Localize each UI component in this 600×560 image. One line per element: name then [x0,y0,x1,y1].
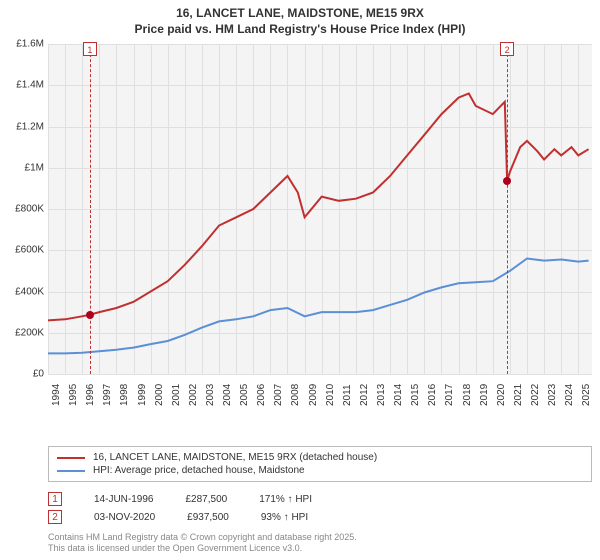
x-tick-label: 2005 [239,384,250,406]
y-tick-label: £1.2M [0,121,44,132]
x-tick-label: 2002 [188,384,199,406]
x-tick-label: 1998 [119,384,130,406]
y-tick-label: £400K [0,286,44,297]
x-tick-label: 2019 [479,384,490,406]
x-tick-label: 2010 [325,384,336,406]
y-tick-label: £0 [0,369,44,380]
y-tick-label: £200K [0,327,44,338]
event-badge-2: 2 [500,42,514,56]
x-tick-label: 1997 [102,384,113,406]
legend-swatch-2 [57,470,85,472]
x-tick-label: 2022 [530,384,541,406]
event-marker-1 [86,311,94,319]
x-tick-label: 2003 [205,384,216,406]
footer-line-1: Contains HM Land Registry data © Crown c… [48,532,357,543]
x-tick-label: 2006 [256,384,267,406]
event-delta-1: 171% ↑ HPI [259,494,312,505]
line-series [48,44,592,374]
x-tick-label: 2009 [308,384,319,406]
event-marker-2 [503,177,511,185]
legend: 16, LANCET LANE, MAIDSTONE, ME15 9RX (de… [48,446,592,482]
events-table: 1 14-JUN-1996 £287,500 171% ↑ HPI 2 03-N… [48,490,312,526]
event-badge-1: 1 [83,42,97,56]
title-block: 16, LANCET LANE, MAIDSTONE, ME15 9RX Pri… [0,0,600,37]
x-tick-label: 2012 [359,384,370,406]
y-tick-label: £1M [0,162,44,173]
event-date-2: 03-NOV-2020 [94,512,155,523]
footer: Contains HM Land Registry data © Crown c… [48,532,357,554]
legend-swatch-1 [57,457,85,459]
x-tick-label: 2013 [376,384,387,406]
x-tick-label: 2016 [427,384,438,406]
x-tick-label: 2014 [393,384,404,406]
x-tick-label: 2024 [564,384,575,406]
legend-label-1: 16, LANCET LANE, MAIDSTONE, ME15 9RX (de… [93,452,377,463]
event-row-1: 1 14-JUN-1996 £287,500 171% ↑ HPI [48,490,312,508]
legend-label-2: HPI: Average price, detached house, Maid… [93,465,305,476]
x-tick-label: 2007 [273,384,284,406]
x-tick-label: 2017 [444,384,455,406]
footer-line-2: This data is licensed under the Open Gov… [48,543,357,554]
event-badge-2: 2 [48,510,62,524]
title-line-1: 16, LANCET LANE, MAIDSTONE, ME15 9RX [0,6,600,22]
x-tick-label: 2025 [581,384,592,406]
chart-area: £0£200K£400K£600K£800K£1M£1.2M£1.4M£1.6M… [48,44,592,412]
x-tick-label: 2021 [513,384,524,406]
legend-item-2: HPI: Average price, detached house, Maid… [57,464,583,477]
x-tick-label: 1994 [51,384,62,406]
x-tick-label: 2020 [496,384,507,406]
legend-item-1: 16, LANCET LANE, MAIDSTONE, ME15 9RX (de… [57,451,583,464]
title-line-2: Price paid vs. HM Land Registry's House … [0,22,600,38]
x-tick-label: 2015 [410,384,421,406]
x-tick-label: 2018 [462,384,473,406]
x-tick-label: 2023 [547,384,558,406]
y-tick-label: £1.4M [0,80,44,91]
y-tick-label: £600K [0,245,44,256]
x-tick-label: 1999 [137,384,148,406]
x-tick-label: 2011 [342,384,353,406]
x-tick-label: 1995 [68,384,79,406]
x-tick-label: 2004 [222,384,233,406]
event-delta-2: 93% ↑ HPI [261,512,308,523]
event-badge-1: 1 [48,492,62,506]
x-tick-label: 1996 [85,384,96,406]
event-date-1: 14-JUN-1996 [94,494,153,505]
event-price-2: £937,500 [187,512,229,523]
y-tick-label: £1.6M [0,39,44,50]
y-tick-label: £800K [0,204,44,215]
x-tick-label: 2000 [154,384,165,406]
x-tick-label: 2001 [171,384,182,406]
event-row-2: 2 03-NOV-2020 £937,500 93% ↑ HPI [48,508,312,526]
event-price-1: £287,500 [185,494,227,505]
x-tick-label: 2008 [290,384,301,406]
chart-container: 16, LANCET LANE, MAIDSTONE, ME15 9RX Pri… [0,0,600,560]
